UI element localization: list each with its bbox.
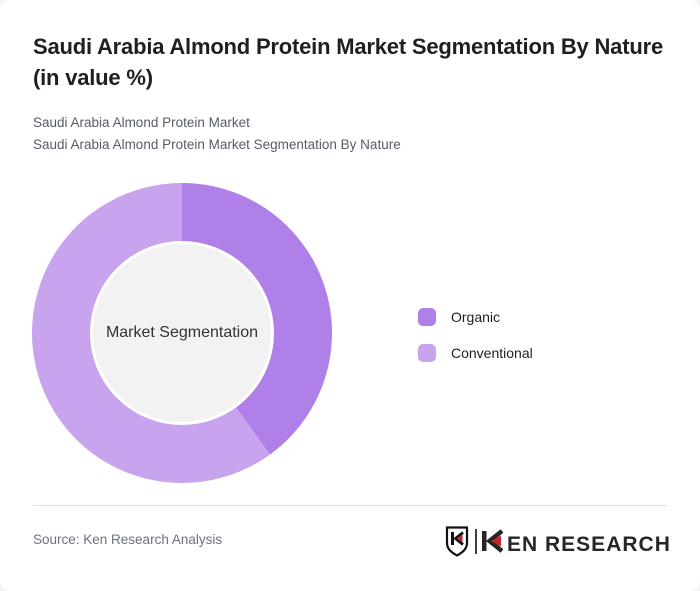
legend-item-conventional[interactable]: Conventional [418, 344, 533, 362]
subtitle-segmentation: Saudi Arabia Almond Protein Market Segme… [33, 137, 401, 152]
donut-chart: Market Segmentation [32, 183, 332, 483]
legend-swatch-icon [418, 308, 436, 326]
footer-divider [33, 505, 667, 506]
ken-research-wordmark: EN RESEARCH [482, 528, 671, 556]
legend-swatch-icon [418, 344, 436, 362]
page-title: Saudi Arabia Almond Protein Market Segme… [33, 34, 663, 90]
source-note: Source: Ken Research Analysis [33, 532, 223, 547]
subtitle-market: Saudi Arabia Almond Protein Market [33, 115, 250, 130]
wordmark-text: EN RESEARCH [507, 533, 671, 556]
donut-hole: Market Segmentation [90, 241, 274, 425]
logo-divider [475, 529, 477, 554]
legend-item-organic[interactable]: Organic [418, 308, 533, 326]
legend-label: Conventional [451, 345, 533, 361]
shield-k-icon [445, 526, 469, 557]
ken-research-logo: EN RESEARCH [445, 526, 672, 557]
chart-legend: Organic Conventional [418, 308, 533, 380]
legend-label: Organic [451, 309, 501, 325]
chart-subtitles: Saudi Arabia Almond Protein Market Saudi… [33, 112, 401, 156]
donut-center-label: Market Segmentation [105, 324, 259, 341]
